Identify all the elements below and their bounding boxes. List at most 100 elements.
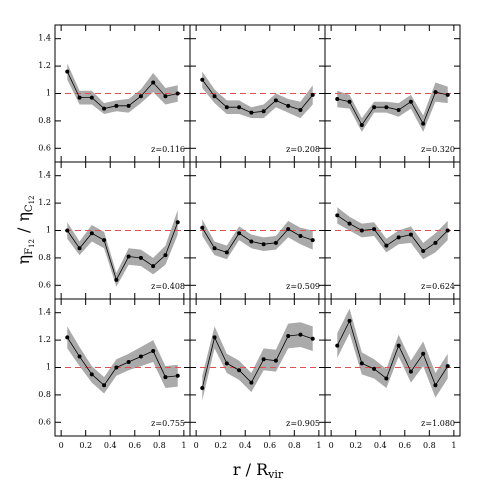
error-band bbox=[202, 71, 313, 119]
data-point bbox=[359, 228, 364, 233]
data-point bbox=[77, 354, 82, 359]
x-tick-label: 0 bbox=[194, 441, 199, 450]
data-point bbox=[212, 94, 217, 99]
annotation: z=0.905 bbox=[286, 419, 320, 428]
data-point bbox=[372, 227, 377, 232]
data-point bbox=[310, 238, 315, 243]
data-point bbox=[359, 361, 364, 366]
data-point bbox=[298, 332, 303, 337]
y-label-part: η bbox=[14, 212, 33, 222]
y-label-part: 12 bbox=[28, 239, 36, 248]
y-tick-label: 0.6 bbox=[38, 143, 51, 152]
data-point bbox=[408, 369, 413, 374]
annotation: z=0.624 bbox=[421, 282, 455, 291]
data-point bbox=[126, 360, 131, 365]
y-tick-label: 1.4 bbox=[38, 308, 51, 317]
data-line bbox=[336, 319, 449, 387]
data-point bbox=[212, 335, 217, 340]
data-line bbox=[201, 334, 313, 389]
data-point bbox=[77, 246, 82, 251]
error-band bbox=[67, 63, 178, 115]
data-point bbox=[89, 372, 94, 377]
data-point bbox=[102, 238, 107, 243]
x-tick-label: 0.8 bbox=[423, 441, 436, 450]
data-point bbox=[261, 357, 266, 362]
data-point bbox=[138, 354, 143, 359]
data-point bbox=[114, 365, 119, 370]
y-tick-label: 0.8 bbox=[38, 253, 51, 262]
annotation: z=0.408 bbox=[151, 282, 185, 291]
data-line bbox=[66, 71, 178, 110]
data-point bbox=[408, 99, 413, 104]
y-tick-label: 1 bbox=[46, 363, 51, 372]
error-band bbox=[202, 219, 313, 260]
x-tick-label: 1 bbox=[316, 441, 321, 450]
data-point bbox=[138, 255, 143, 260]
data-point bbox=[273, 240, 278, 245]
data-point bbox=[89, 231, 94, 236]
annotation: z=0.509 bbox=[286, 282, 320, 291]
data-point bbox=[65, 69, 70, 74]
data-line bbox=[201, 79, 314, 114]
data-point bbox=[433, 90, 438, 95]
y-axis-label: ηF12/ηC12 bbox=[14, 195, 37, 264]
x-tick-label: 0.6 bbox=[398, 441, 411, 450]
data-point bbox=[433, 240, 438, 245]
y-tick-label: 0.8 bbox=[38, 390, 51, 399]
data-point bbox=[224, 250, 229, 255]
data-point bbox=[126, 103, 131, 108]
x-tick-label: 0.4 bbox=[104, 441, 117, 450]
error-band bbox=[337, 308, 448, 398]
data-line bbox=[201, 227, 313, 253]
data-point bbox=[237, 231, 242, 236]
y-tick-label: 0.6 bbox=[38, 417, 51, 426]
data-point bbox=[372, 105, 377, 110]
data-point bbox=[421, 121, 426, 126]
y-label-part: η bbox=[14, 255, 33, 265]
x-tick-label: 0.6 bbox=[128, 441, 141, 450]
data-point bbox=[372, 366, 377, 371]
data-point bbox=[384, 376, 389, 381]
y-label-part: C bbox=[24, 204, 35, 212]
y-tick-label: 1.2 bbox=[38, 335, 51, 344]
x-tick-label: 0.8 bbox=[153, 441, 166, 450]
data-point bbox=[163, 253, 168, 258]
data-point bbox=[273, 358, 278, 363]
x-tick-label: 0 bbox=[329, 441, 334, 450]
data-point bbox=[102, 383, 107, 388]
data-point bbox=[421, 351, 426, 356]
x-tick-label: 0.2 bbox=[79, 441, 92, 450]
data-point bbox=[298, 107, 303, 112]
data-point bbox=[65, 335, 70, 340]
data-point bbox=[261, 109, 266, 114]
data-point bbox=[384, 105, 389, 110]
data-point bbox=[335, 343, 340, 348]
data-point bbox=[175, 373, 180, 378]
data-line bbox=[337, 91, 448, 126]
data-point bbox=[77, 95, 82, 100]
x-tick-label: 0.8 bbox=[288, 441, 301, 450]
x-tick-label: 1 bbox=[451, 441, 456, 450]
y-tick-label: 0.8 bbox=[38, 116, 51, 125]
data-point bbox=[65, 228, 70, 233]
y-tick-label: 1 bbox=[46, 226, 51, 235]
error-band bbox=[67, 326, 178, 394]
data-point bbox=[421, 249, 426, 254]
y-tick-label: 1.2 bbox=[38, 61, 51, 70]
data-point bbox=[163, 94, 168, 99]
annotation: z=0.755 bbox=[151, 419, 185, 428]
data-point bbox=[200, 225, 205, 230]
data-point bbox=[237, 368, 242, 373]
y-tick-label: 1.2 bbox=[38, 198, 51, 207]
y-label-part: / bbox=[14, 227, 33, 233]
data-point bbox=[175, 220, 180, 225]
data-point bbox=[151, 80, 156, 85]
x-axis-label: r / Rvir bbox=[233, 460, 284, 482]
data-point bbox=[261, 242, 266, 247]
data-point bbox=[175, 91, 180, 96]
data-point bbox=[335, 96, 340, 101]
data-point bbox=[249, 380, 254, 385]
data-point bbox=[445, 92, 450, 97]
data-point bbox=[335, 213, 340, 218]
data-point bbox=[151, 264, 156, 269]
